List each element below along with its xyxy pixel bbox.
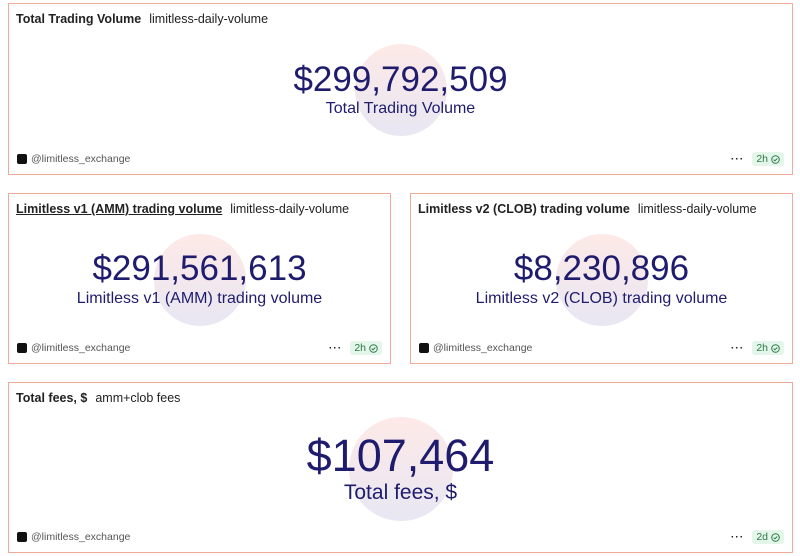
check-icon <box>369 343 378 353</box>
card-footer: @limitless_exchange ··· 2h <box>419 341 784 355</box>
more-menu[interactable]: ··· <box>730 153 745 165</box>
card-footer: @limitless_exchange ··· 2h <box>17 152 784 166</box>
freshness-badge: 2h <box>752 152 784 166</box>
author-avatar <box>17 154 27 164</box>
card-header: Total Trading Volume limitless-daily-volu… <box>16 12 268 26</box>
age: 2h <box>354 342 366 354</box>
age: 2h <box>756 153 768 165</box>
age: 2h <box>756 342 768 354</box>
card-title[interactable]: Limitless v1 (AMM) trading volume <box>16 202 223 216</box>
counter: $107,464 Total fees, $ <box>9 411 792 526</box>
decoration <box>153 233 246 326</box>
author-name[interactable]: @limitless_exchange <box>433 342 533 354</box>
card-header: Total fees, $ amm+clob fees <box>16 391 180 405</box>
check-icon <box>771 532 780 542</box>
counter-value: $8,230,896 <box>513 249 690 289</box>
author-name[interactable]: @limitless_exchange <box>31 531 131 543</box>
author-avatar <box>17 532 27 542</box>
counter-label: Total fees, $ <box>343 481 458 505</box>
counter-card: Limitless v1 (AMM) trading volume limitle… <box>8 193 391 364</box>
counter: $291,561,613 Limitless v1 (AMM) trading v… <box>9 222 390 337</box>
counter-label: Limitless v1 (AMM) trading volume <box>76 289 323 307</box>
age: 2d <box>756 531 768 543</box>
card-title[interactable]: Limitless v2 (CLOB) trading volume <box>418 202 630 216</box>
decoration <box>354 44 447 136</box>
counter-value: $107,464 <box>306 429 495 481</box>
query-name[interactable]: limitless-daily-volume <box>230 202 350 216</box>
card-title[interactable]: Total Trading Volume <box>16 12 142 26</box>
counter-label: Total Trading Volume <box>325 100 476 118</box>
decoration <box>348 416 453 521</box>
author-avatar <box>419 343 429 353</box>
card-title[interactable]: Total fees, $ <box>16 391 88 405</box>
counter-value: $299,792,509 <box>293 59 508 99</box>
counter: $299,792,509 Total Trading Volume <box>9 32 792 148</box>
card-footer: @limitless_exchange ··· 2h <box>17 341 382 355</box>
card-header: Limitless v2 (CLOB) trading volume limitl… <box>418 202 757 216</box>
more-menu[interactable]: ··· <box>730 531 745 543</box>
query-name[interactable]: limitless-daily-volume <box>149 12 269 26</box>
counter-card: Total Trading Volume limitless-daily-volu… <box>8 3 793 175</box>
freshness-badge: 2h <box>350 341 382 355</box>
card-header: Limitless v1 (AMM) trading volume limitle… <box>16 202 349 216</box>
counter-label: Limitless v2 (CLOB) trading volume <box>475 289 728 307</box>
more-menu[interactable]: ··· <box>730 342 745 354</box>
counter-card: Limitless v2 (CLOB) trading volume limitl… <box>410 193 793 364</box>
query-name[interactable]: amm+clob fees <box>95 391 181 405</box>
query-name[interactable]: limitless-daily-volume <box>637 202 757 216</box>
freshness-badge: 2h <box>752 341 784 355</box>
card-footer: @limitless_exchange ··· 2d <box>17 530 784 544</box>
decoration <box>555 233 648 326</box>
author-avatar <box>17 343 27 353</box>
more-menu[interactable]: ··· <box>328 342 343 354</box>
counter: $8,230,896 Limitless v2 (CLOB) trading vo… <box>411 222 792 337</box>
check-icon <box>771 154 780 164</box>
check-icon <box>771 343 780 353</box>
freshness-badge: 2d <box>752 530 784 544</box>
author-name[interactable]: @limitless_exchange <box>31 153 131 165</box>
author-name[interactable]: @limitless_exchange <box>31 342 131 354</box>
counter-card: Total fees, $ amm+clob fees $107,464 Total … <box>8 382 793 553</box>
counter-value: $291,561,613 <box>92 249 307 289</box>
